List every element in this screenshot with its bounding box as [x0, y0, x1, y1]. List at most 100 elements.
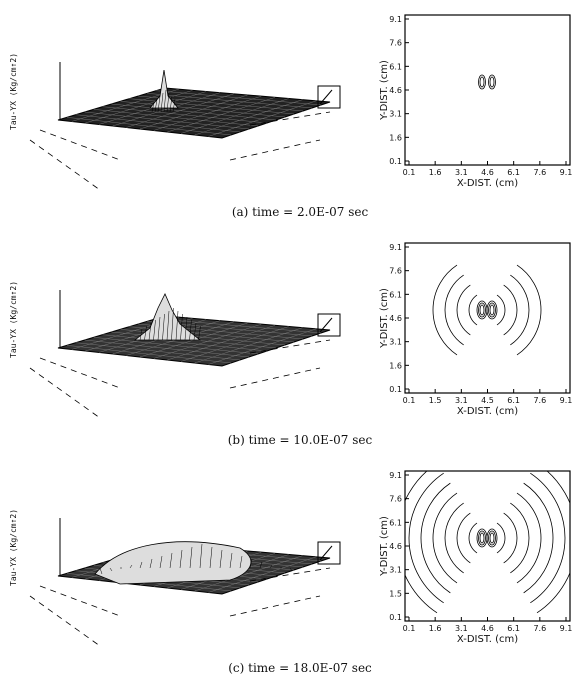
- caption: (a) time = 2.0E-07 sec: [232, 205, 369, 219]
- axis-ticks: [29, 139, 101, 191]
- peak-rib: [149, 558, 153, 569]
- y-tick-label: 3.1: [389, 566, 402, 575]
- z-axis-label: Tau-YX (Kg/cm↑2): [9, 509, 18, 586]
- surface-peak: [94, 541, 252, 585]
- contour-line: [523, 482, 554, 594]
- y-tick-label: 0.1: [389, 385, 402, 394]
- peak-rib: [184, 316, 188, 341]
- contour-line: [510, 274, 530, 346]
- x-tick-label: 9.1: [560, 396, 573, 405]
- y-axis-label: Y-DIST. (cm): [379, 516, 390, 577]
- peak-rib: [109, 567, 113, 572]
- peak-rib: [166, 92, 170, 113]
- surface-plot: Tau-YX (Kg/cm↑2): [9, 281, 341, 419]
- x-axis-label: X-DIST. (cm): [457, 406, 518, 417]
- peak-rib: [144, 325, 147, 341]
- axis-ticks: [39, 357, 121, 389]
- y-tick-label: 3.1: [389, 110, 402, 119]
- contour-line: [488, 530, 496, 546]
- orientation-arrow: [319, 545, 333, 561]
- contour-line: [536, 471, 570, 614]
- x-tick-label: 9.1: [560, 168, 573, 177]
- surface-plot: Tau-YX (Kg/cm↑2): [9, 509, 341, 647]
- peak-rib: [198, 325, 201, 341]
- peak-rib: [169, 95, 173, 113]
- contour-line: [488, 302, 496, 318]
- mesh-line: [208, 100, 317, 137]
- contour-line: [479, 76, 485, 88]
- contour-line: [489, 76, 495, 88]
- peak-rib: [189, 546, 193, 569]
- contour-line: [432, 492, 458, 584]
- peak-rib: [175, 310, 179, 341]
- peak-rib: [166, 310, 170, 341]
- peak-rib: [139, 561, 143, 569]
- contour-line: [516, 264, 542, 356]
- contour-line: [444, 274, 464, 346]
- peak-rib: [160, 92, 164, 113]
- axis-ticks: [39, 585, 121, 617]
- y-tick-label: 9.1: [389, 471, 402, 480]
- contour-line: [489, 532, 495, 544]
- y-tick-label: 7.6: [389, 39, 402, 48]
- contour-plot: 0.1 1.6 3.1 4.6 6.1 7.6 9.1 0.1 1.5 3.1 4.6 6.1 7.6 9…: [379, 470, 573, 645]
- y-axis-label: Y-DIST. (cm): [379, 60, 390, 121]
- orientation-box: [317, 313, 341, 337]
- contour-line: [478, 74, 486, 90]
- x-axis-label: X-DIST. (cm): [457, 634, 518, 645]
- x-tick-label: 1.5: [429, 396, 442, 405]
- y-tick-label: 0.1: [389, 613, 402, 622]
- contour-line: [405, 471, 438, 614]
- contour-line: [444, 502, 464, 574]
- contour-line: [479, 304, 485, 316]
- x-tick-label: 4.6: [481, 624, 494, 633]
- y-tick-label: 4.6: [389, 314, 402, 323]
- axis-ticks: [29, 367, 101, 419]
- y-tick-label: 1.5: [389, 589, 402, 598]
- caption: (c) time = 18.0E-07 sec: [228, 661, 372, 675]
- y-tick-label: 1.6: [389, 361, 402, 370]
- peak-rib: [139, 328, 143, 341]
- contour-line: [488, 74, 496, 90]
- contour-line: [486, 300, 498, 320]
- x-tick-label: 1.6: [429, 168, 442, 177]
- axis-ticks: [249, 111, 331, 126]
- mesh-line: [194, 99, 303, 136]
- surface-plot: Tau-YX (Kg/cm↑2): [9, 53, 341, 191]
- contour-line: [496, 294, 506, 326]
- peak-rib: [157, 95, 161, 113]
- plot-frame: [404, 14, 571, 166]
- mesh-line: [194, 555, 303, 592]
- peak-rib: [169, 552, 173, 569]
- contour-line: [503, 284, 518, 336]
- x-tick-label: 4.6: [481, 168, 494, 177]
- peak-rib: [199, 543, 203, 569]
- axis-ticks: [249, 567, 331, 582]
- contour-line: [468, 294, 478, 326]
- peak-rib: [163, 89, 167, 113]
- surface-peak: [149, 69, 179, 109]
- peak-rib: [289, 567, 293, 572]
- y-tick-label: 4.6: [389, 86, 402, 95]
- contour-line: [530, 472, 566, 604]
- peak-rib: [189, 319, 192, 341]
- peak-rib: [179, 549, 183, 569]
- orientation-arrow: [319, 317, 333, 333]
- x-tick-label: 7.6: [533, 168, 546, 177]
- peak-rib: [180, 313, 183, 341]
- x-tick-label: 9.1: [560, 624, 573, 633]
- contour-line: [478, 302, 486, 318]
- peak-rib: [148, 322, 152, 341]
- contour-line: [510, 502, 530, 574]
- x-tick-label: 3.1: [455, 168, 468, 177]
- orientation-arrow: [319, 89, 333, 105]
- contour-line: [516, 492, 542, 584]
- x-tick-label: 7.6: [533, 396, 546, 405]
- plot-frame: [404, 470, 571, 622]
- mesh-line: [208, 556, 317, 593]
- y-tick-label: 6.1: [389, 290, 402, 299]
- x-tick-label: 0.1: [403, 624, 416, 633]
- axis-ticks: [229, 595, 321, 617]
- peak-rib: [153, 319, 156, 341]
